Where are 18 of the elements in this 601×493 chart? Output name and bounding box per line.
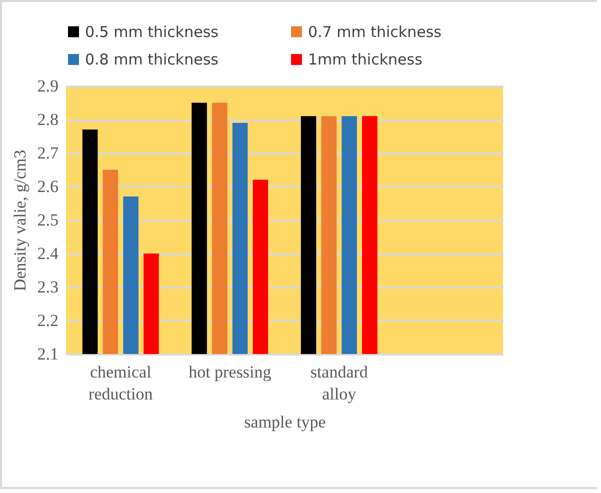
legend-label: 0.5 mm thickness <box>85 22 219 41</box>
y-axis-title: Density valie, g/cm3 <box>10 150 30 292</box>
x-axis-title: sample type <box>244 412 326 432</box>
x-tick-label: hot pressing <box>188 362 272 382</box>
y-tick-label: 2.8 <box>37 110 58 129</box>
legend-label: 0.8 mm thickness <box>85 50 219 68</box>
y-tick-label: 2.3 <box>37 278 58 296</box>
x-tick-label: chemical reduction <box>88 362 154 404</box>
y-tick-label: 2.1 <box>37 344 58 364</box>
x-tick-label: standard alloy <box>310 362 368 404</box>
y-tick-label: 2.4 <box>37 244 59 263</box>
y-tick-label: 2.9 <box>37 76 58 96</box>
legend-label: 1mm thickness <box>308 50 423 68</box>
y-tick-label: 2.6 <box>37 177 58 196</box>
legend-label: 0.7 mm thickness <box>308 22 442 41</box>
y-tick-label: 2.2 <box>37 311 58 330</box>
y-tick-label: 2.7 <box>37 144 59 162</box>
y-tick-label: 2.5 <box>37 210 58 230</box>
